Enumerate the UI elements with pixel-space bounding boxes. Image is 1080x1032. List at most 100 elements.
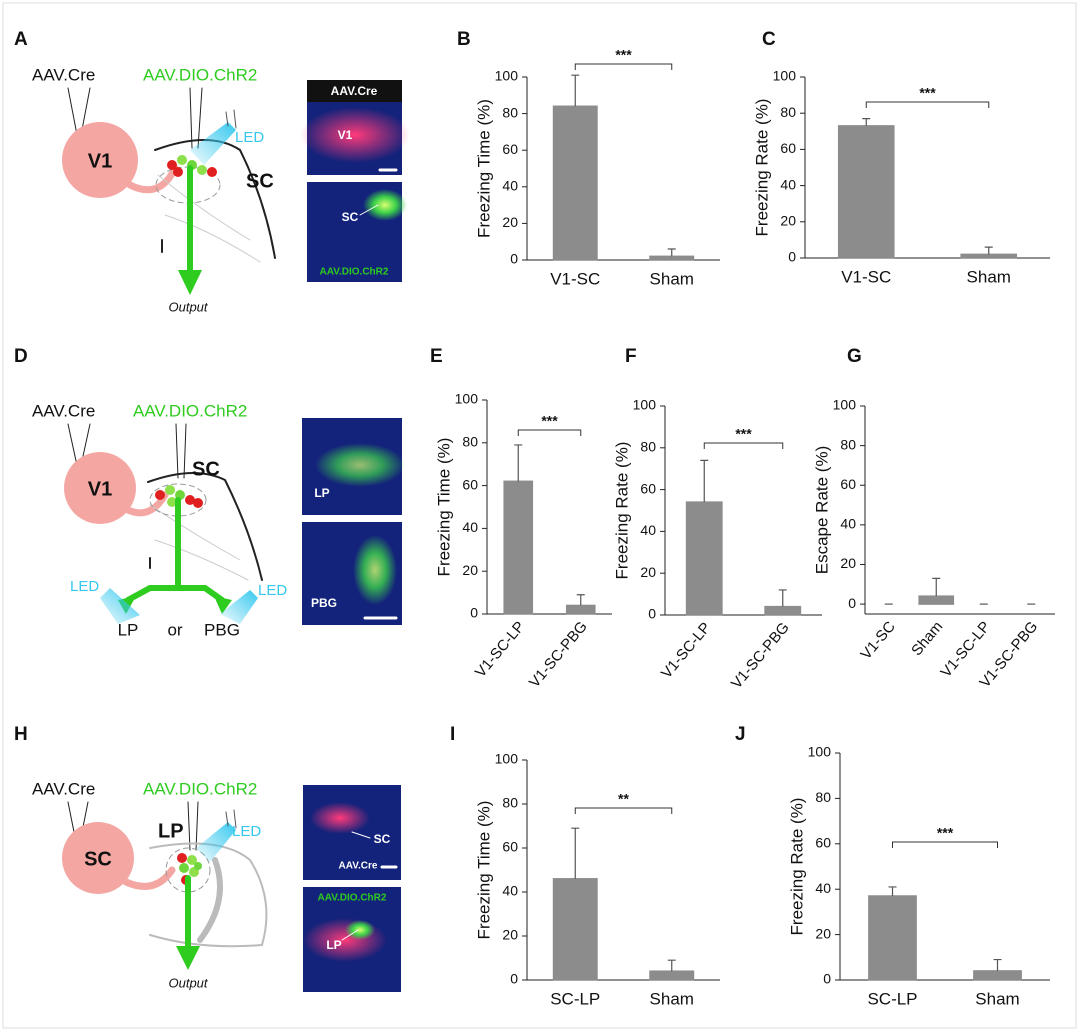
- bar: [837, 125, 895, 259]
- error-bar: [888, 886, 897, 897]
- brain-outline: [149, 504, 249, 581]
- virus-label: AAV.Cre: [32, 779, 95, 798]
- image-region: PBG: [311, 596, 337, 610]
- brain-outline: [154, 139, 276, 259]
- y-tick-label: 0: [510, 251, 518, 267]
- y-tick-label: 0: [788, 249, 796, 265]
- panel-d: D AAV.Cre V1 AAV.DIO.ChR2 SC LED LED LP …: [14, 346, 405, 639]
- x-tick-label: Sham: [975, 989, 1019, 1008]
- y-tick-label: 20: [502, 927, 518, 943]
- virus-label: AAV.Cre: [32, 401, 95, 420]
- bar: [565, 604, 596, 615]
- expression: [363, 189, 407, 221]
- y-tick-label: 20: [502, 214, 518, 230]
- virus-label: AAV.DIO.ChR2: [133, 401, 247, 420]
- y-axis-label: Freezing Time (%): [474, 99, 493, 238]
- y-tick-label: 60: [840, 476, 856, 492]
- image-band: [307, 80, 402, 102]
- error-bar: [984, 246, 993, 255]
- y-tick-label: 40: [780, 176, 796, 192]
- image-region: V1: [338, 128, 353, 142]
- panel-label: G: [847, 346, 862, 367]
- region-circle: [62, 822, 134, 894]
- y-axis-label: Freezing Time (%): [474, 801, 493, 940]
- y-tick-label: 0: [823, 971, 831, 987]
- bar: [503, 480, 534, 615]
- image-title: AAV.DIO.ChR2: [320, 267, 389, 278]
- led-label: LED: [258, 582, 287, 599]
- fiber: [225, 809, 237, 829]
- x-tick-label: V1-SC: [857, 618, 899, 663]
- output-arrow: [125, 497, 225, 603]
- led-light: [190, 122, 236, 165]
- x-tick-label: V1-SC: [841, 267, 891, 286]
- bar: [552, 878, 598, 981]
- pointer: [341, 929, 359, 941]
- y-tick-label: 60: [502, 839, 518, 855]
- image-region: SC: [342, 210, 359, 224]
- y-tick-label: 100: [773, 68, 797, 84]
- image-region: SC: [374, 832, 391, 846]
- panel-label: F: [625, 346, 637, 367]
- bar: [918, 595, 955, 605]
- panel-label: A: [14, 29, 28, 50]
- error-bar: [993, 958, 1002, 971]
- panel-h: H AAV.Cre SC AAV.DIO.ChR2 LP LED Output …: [14, 724, 401, 992]
- error-bar: [571, 827, 580, 879]
- y-tick-label: 20: [640, 564, 656, 580]
- led-label: LED: [232, 823, 261, 840]
- output-label: Output: [168, 299, 208, 314]
- pipette: [175, 423, 187, 479]
- x-tick-label: Sham: [908, 618, 946, 659]
- significance-label: ***: [919, 85, 936, 101]
- panel-label: H: [14, 724, 28, 745]
- cells: [167, 155, 217, 177]
- y-tick-label: 20: [815, 925, 831, 941]
- panel-label: J: [735, 724, 746, 745]
- y-axis-label: Freezing Rate (%): [612, 442, 631, 580]
- region-label: V1: [88, 150, 112, 172]
- error-bar: [576, 594, 585, 606]
- arrow-head: [176, 946, 200, 970]
- brain-outline: [147, 472, 263, 581]
- x-tick-label: V1-SC: [550, 269, 600, 288]
- y-tick-label: 100: [455, 391, 479, 407]
- led-light: [220, 590, 258, 624]
- y-tick-label: 60: [462, 476, 478, 492]
- x-tick-label: V1-SC-LP: [658, 619, 714, 682]
- x-tick-label: V1-SC-PBG: [728, 619, 793, 692]
- virus-label: AAV.DIO.ChR2: [143, 779, 257, 798]
- error-bar: [667, 248, 676, 257]
- branch-label: LP: [118, 620, 139, 639]
- y-tick-label: 80: [815, 789, 831, 805]
- panel-a: A AAV.Cre V1 AAV.DIO.ChR2 LED SC Output …: [14, 29, 410, 314]
- region-circle: [64, 452, 136, 524]
- image-title: AAV.DIO.ChR2: [318, 893, 387, 904]
- error-bar: [667, 959, 676, 972]
- significance-label: ***: [615, 47, 632, 63]
- target-area: [165, 847, 211, 893]
- expression: [345, 920, 375, 940]
- pointer: [359, 204, 379, 216]
- bar: [649, 255, 695, 261]
- virus-label: AAV.Cre: [32, 65, 95, 84]
- y-tick-label: 0: [848, 595, 856, 611]
- region-label: SC: [84, 848, 112, 870]
- x-tick-label: V1-SC-PBG: [526, 618, 591, 691]
- significance-label: ***: [937, 825, 954, 841]
- y-tick-label: 60: [815, 835, 831, 851]
- panel-label: D: [14, 346, 28, 367]
- y-tick-label: 20: [840, 555, 856, 571]
- image-title: AAV.Cre: [339, 861, 378, 872]
- bar: [960, 253, 1018, 259]
- error-bar: [862, 118, 871, 126]
- x-tick-label: Sham: [967, 267, 1011, 286]
- y-tick-label: 20: [462, 562, 478, 578]
- y-tick-label: 100: [633, 397, 657, 413]
- y-tick-label: 40: [640, 522, 656, 538]
- image-title: AAV.Cre: [331, 84, 378, 98]
- site-label: SC: [246, 170, 274, 192]
- significance-label: **: [618, 791, 629, 807]
- y-tick-label: 40: [815, 880, 831, 896]
